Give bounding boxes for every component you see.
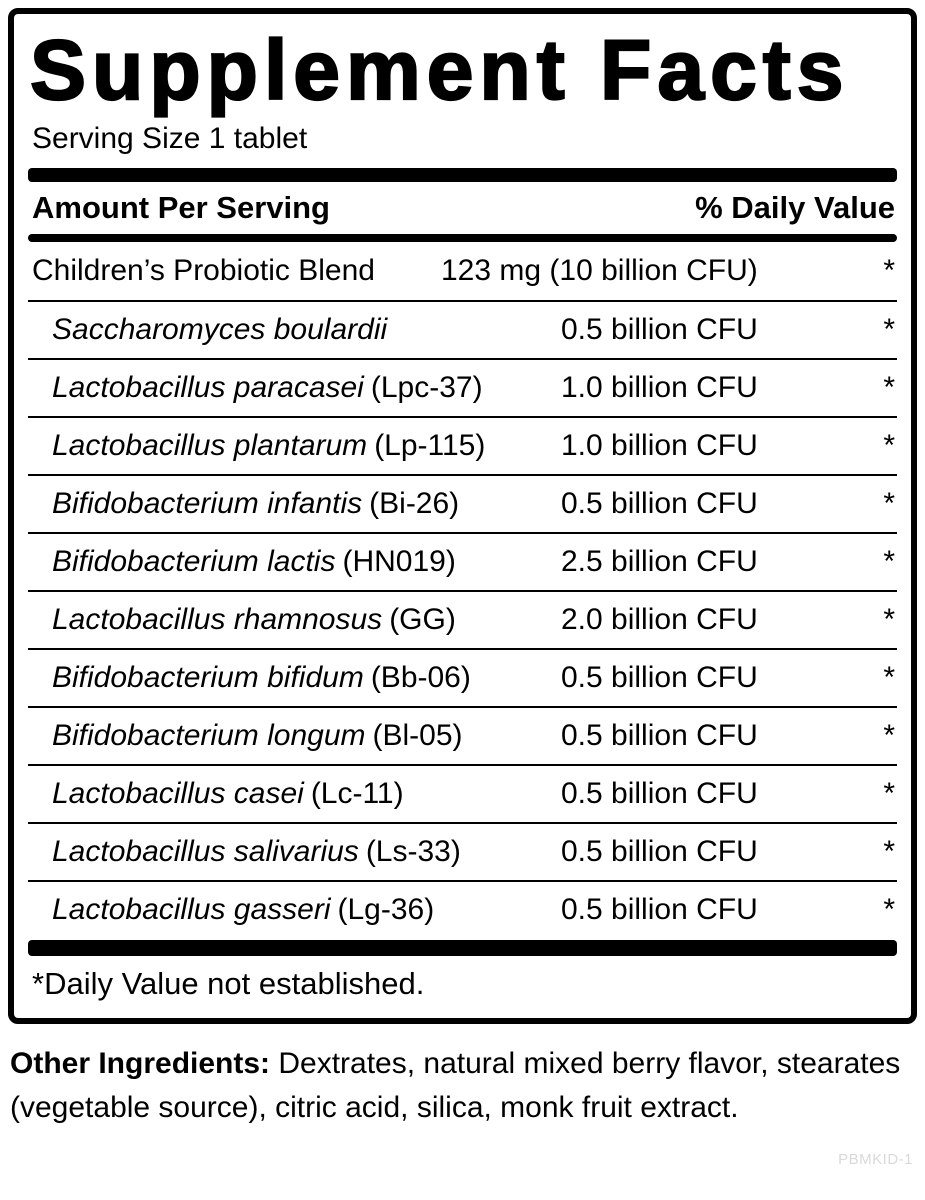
ingredient-name: Lactobacillus gasseri (Lg-36): [52, 893, 435, 927]
ingredient-amount: 0.5 billion CFU: [561, 777, 758, 811]
daily-value-header: % Daily Value: [695, 190, 895, 226]
strain-code: (HN019): [342, 545, 456, 579]
daily-value-asterisk: *: [883, 835, 895, 869]
ingredient-amount: 0.5 billion CFU: [561, 313, 758, 347]
strain-code: (Bl-05): [372, 719, 463, 753]
divider-bar-header: [28, 234, 897, 243]
ingredient-row: Bifidobacterium infantis (Bi-26) 0.5 bill…: [28, 474, 897, 532]
ingredient-amount: 1.0 billion CFU: [561, 371, 758, 405]
daily-value-asterisk: *: [883, 371, 895, 405]
ingredient-name: Bifidobacterium longum (Bl-05): [52, 719, 463, 753]
daily-value-asterisk: *: [883, 603, 895, 637]
ingredient-row: Lactobacillus rhamnosus (GG) 2.0 billion …: [28, 590, 897, 648]
ingredient-name: Saccharomyces boulardii: [52, 313, 388, 347]
ingredient-row: Lactobacillus paracasei (Lpc-37) 1.0 bill…: [28, 358, 897, 416]
ingredient-amount: 0.5 billion CFU: [561, 487, 758, 521]
strain-code: (Lp-115): [374, 429, 486, 463]
ingredient-name: Lactobacillus paracasei (Lpc-37): [52, 371, 483, 405]
label-page: Supplement Facts Serving Size 1 tablet A…: [8, 8, 917, 1129]
ingredient-row-blend: Children’s Probiotic Blend 123 mg (10 bi…: [28, 242, 897, 300]
daily-value-asterisk: *: [883, 719, 895, 753]
ingredient-name: Bifidobacterium lactis (HN019): [52, 545, 456, 579]
daily-value-asterisk: *: [883, 777, 895, 811]
daily-value-asterisk: *: [883, 893, 895, 927]
ingredient-amount: 123 mg (10 billion CFU): [441, 254, 758, 288]
strain-code: (Ls-33): [365, 835, 461, 869]
ingredient-row: Bifidobacterium longum (Bl-05) 0.5 billio…: [28, 706, 897, 764]
strain-code: (Lc-11): [310, 777, 404, 811]
strain-code: (Lg-36): [337, 893, 435, 927]
ingredient-row: Lactobacillus salivarius (Ls-33) 0.5 bill…: [28, 822, 897, 880]
other-ingredients: Other Ingredients: Dextrates, natural mi…: [10, 1042, 915, 1129]
amount-per-serving-header: Amount Per Serving: [32, 190, 330, 226]
divider-bar-top: [28, 168, 897, 183]
ingredient-row: Lactobacillus plantarum (Lp-115) 1.0 bill…: [28, 416, 897, 474]
ingredient-name: Children’s Probiotic Blend: [32, 254, 375, 288]
supplement-facts-title: Supplement Facts: [29, 23, 850, 117]
ingredient-amount: 0.5 billion CFU: [561, 661, 758, 695]
daily-value-asterisk: *: [883, 545, 895, 579]
serving-size: Serving Size 1 tablet: [32, 122, 308, 156]
ingredient-name: Lactobacillus plantarum (Lp-115): [52, 429, 486, 463]
strain-code: (Bi-26): [369, 487, 460, 521]
strain-code: (Lpc-37): [370, 371, 483, 405]
daily-value-footnote: *Daily Value not established.: [32, 966, 425, 1002]
ingredient-amount: 2.5 billion CFU: [561, 545, 758, 579]
ingredient-name: Bifidobacterium bifidum (Bb-06): [52, 661, 471, 695]
ingredient-amount: 2.0 billion CFU: [561, 603, 758, 637]
ingredient-row: Bifidobacterium lactis (HN019) 2.5 billio…: [28, 532, 897, 590]
ingredient-amount: 0.5 billion CFU: [561, 719, 758, 753]
ingredient-name: Lactobacillus salivarius (Ls-33): [52, 835, 461, 869]
other-ingredients-text: Dextrates, natural mixed berry flavor, s…: [10, 1047, 901, 1124]
divider-bar-bottom: [28, 940, 897, 957]
ingredient-amount: 0.5 billion CFU: [561, 835, 758, 869]
other-ingredients-label: Other Ingredients:: [10, 1047, 271, 1081]
ingredient-amount: 0.5 billion CFU: [561, 893, 758, 927]
ingredient-table: Children’s Probiotic Blend 123 mg (10 bi…: [28, 242, 897, 938]
daily-value-asterisk: *: [883, 661, 895, 695]
daily-value-asterisk: *: [883, 313, 895, 347]
ingredient-name: Lactobacillus rhamnosus (GG): [52, 603, 456, 637]
ingredient-row: Bifidobacterium bifidum (Bb-06) 0.5 billi…: [28, 648, 897, 706]
ingredient-name: Bifidobacterium infantis (Bi-26): [52, 487, 460, 521]
ingredient-name: Lactobacillus casei (Lc-11): [52, 777, 404, 811]
daily-value-asterisk: *: [883, 487, 895, 521]
supplement-facts-panel: Supplement Facts Serving Size 1 tablet A…: [8, 8, 917, 1025]
ingredient-amount: 1.0 billion CFU: [561, 429, 758, 463]
product-code: PBMKID-1: [838, 1151, 913, 1168]
strain-code: (GG): [389, 603, 456, 637]
ingredient-row: Lactobacillus gasseri (Lg-36) 0.5 billion…: [28, 880, 897, 938]
daily-value-asterisk: *: [883, 254, 895, 288]
ingredient-row: Saccharomyces boulardii 0.5 billion CFU …: [28, 300, 897, 358]
strain-code: (Bb-06): [370, 661, 471, 695]
ingredient-row: Lactobacillus casei (Lc-11) 0.5 billion C…: [28, 764, 897, 822]
table-header: Amount Per Serving % Daily Value: [28, 182, 897, 234]
daily-value-asterisk: *: [883, 429, 895, 463]
